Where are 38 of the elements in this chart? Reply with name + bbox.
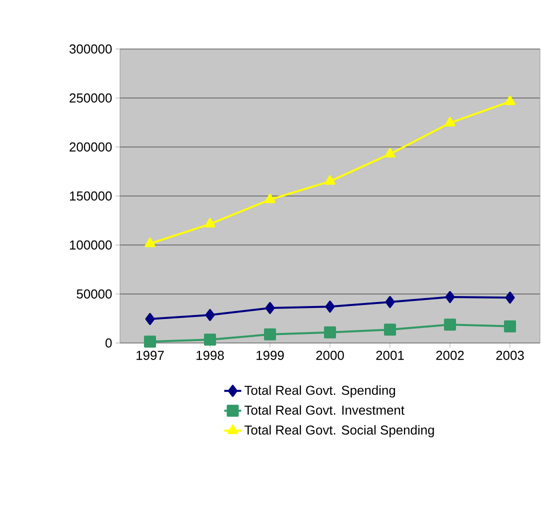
point: [444, 318, 456, 331]
x-tick-label: 2003: [496, 350, 524, 360]
x-tick-label: 2001: [376, 350, 404, 360]
point: [325, 300, 335, 313]
point: [505, 292, 515, 304]
point: [445, 291, 455, 304]
point: [444, 116, 456, 126]
y-tick-label: 0: [106, 338, 112, 348]
point: [384, 148, 396, 158]
point: [324, 326, 336, 338]
point: [265, 302, 275, 314]
point: [145, 312, 155, 325]
y-tick-label: 50000: [76, 289, 112, 299]
legend-label: Total Real Govt. Investment: [244, 405, 404, 415]
x-tick-label: 2002: [436, 350, 464, 360]
point: [144, 336, 156, 348]
point: [264, 194, 276, 204]
y-tick-label: 300000: [70, 44, 112, 54]
point: [504, 320, 516, 332]
point: [264, 328, 276, 340]
x-tick-label: 1999: [256, 350, 284, 360]
point: [504, 96, 516, 106]
point: [204, 334, 216, 346]
y-tick-label: 250000: [70, 93, 112, 103]
point: [204, 218, 216, 228]
x-tick-label: 1997: [136, 350, 164, 360]
x-tick-label: 1998: [196, 350, 224, 360]
point: [205, 308, 215, 321]
legend-label: Total Real Govt. Social Spending: [244, 425, 434, 438]
point: [144, 238, 156, 248]
point: [324, 175, 336, 185]
point: [384, 324, 396, 336]
y-tick-label: 150000: [70, 191, 112, 201]
x-tick-label: 2000: [316, 350, 344, 360]
point: [385, 296, 395, 308]
y-tick-label: 100000: [70, 240, 112, 250]
y-tick-label: 200000: [70, 142, 112, 152]
legend-label: Total Real Govt. Spending: [244, 385, 396, 398]
